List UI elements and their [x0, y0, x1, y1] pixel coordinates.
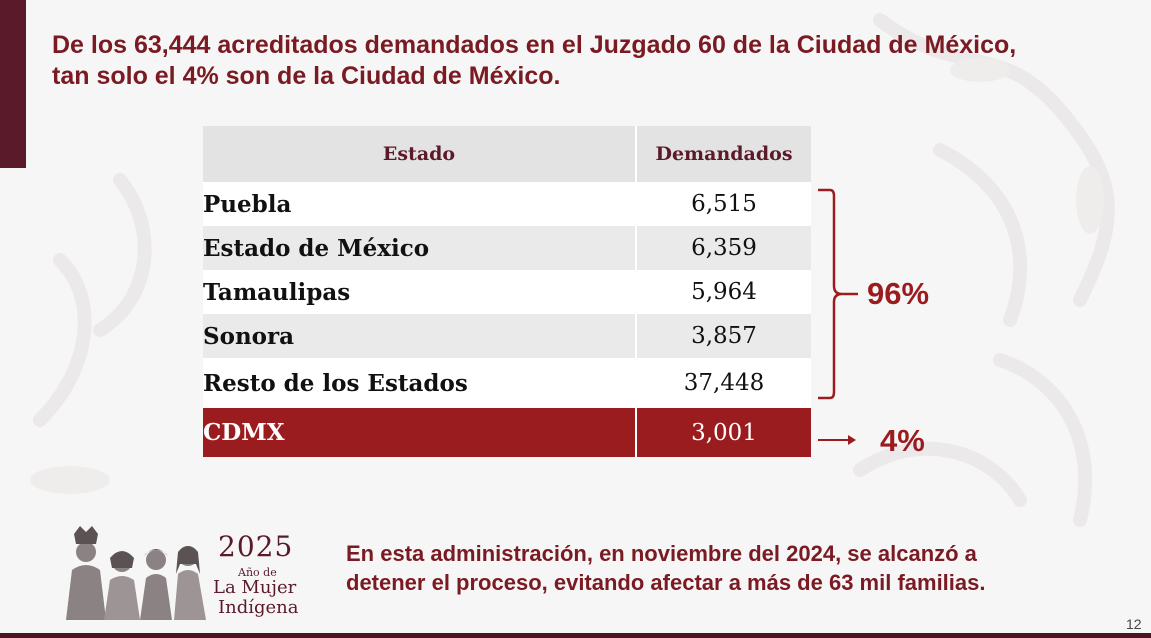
row-state-name: Tamaulipas — [203, 270, 637, 314]
indigenous-women-illustration-icon — [66, 526, 206, 620]
column-header-estado: Estado — [203, 126, 637, 182]
defendants-table: Estado Demandados Puebla 6,515 Estado de… — [203, 126, 811, 457]
table-row-highlight-cdmx: CDMX 3,001 — [203, 408, 811, 457]
group-percentage: 96% — [867, 276, 930, 311]
headline-line-2: tan solo el 4% son de la Ciudad de Méxic… — [52, 62, 561, 90]
table-row: Resto de los Estados 37,448 — [203, 358, 811, 408]
logo-text-indigena: Indígena — [218, 597, 299, 618]
table-row: Puebla 6,515 — [203, 182, 811, 226]
row-state-name: Estado de México — [203, 226, 637, 270]
row-state-name: CDMX — [203, 408, 637, 457]
footer-line-2: detener el proceso, evitando afectar a m… — [346, 570, 986, 595]
row-count: 3,001 — [636, 408, 811, 457]
row-count: 37,448 — [636, 358, 811, 408]
slide-headline: De los 63,444 acreditados demandados en … — [52, 30, 1112, 92]
logo-text-ano-de: Año de — [238, 566, 277, 579]
row-state-name: Sonora — [203, 314, 637, 358]
row-state-name: Puebla — [203, 182, 637, 226]
bottom-rule — [0, 633, 1151, 638]
footer-statement: En esta administración, en noviembre del… — [346, 539, 1106, 597]
table-row: Estado de México 6,359 — [203, 226, 811, 270]
arrow-right-icon — [818, 435, 856, 445]
column-header-demandados: Demandados — [636, 126, 811, 182]
row-count: 3,857 — [636, 314, 811, 358]
table-row: Tamaulipas 5,964 — [203, 270, 811, 314]
footer-line-1: En esta administración, en noviembre del… — [346, 541, 977, 566]
cdmx-percentage: 4% — [880, 423, 925, 458]
table-row: Sonora 3,857 — [203, 314, 811, 358]
logo-year: 2025 — [218, 530, 294, 563]
row-count: 5,964 — [636, 270, 811, 314]
grouping-bracket-icon — [818, 188, 858, 400]
headline-line-1: De los 63,444 acreditados demandados en … — [52, 31, 1017, 59]
row-count: 6,515 — [636, 182, 811, 226]
row-state-name: Resto de los Estados — [203, 358, 637, 408]
slide-page-number: 12 — [1126, 616, 1142, 632]
side-accent-bar — [0, 0, 26, 168]
table-header-row: Estado Demandados — [203, 126, 811, 182]
logo-text-la-mujer: La Mujer — [213, 577, 297, 598]
row-count: 6,359 — [636, 226, 811, 270]
anio-mujer-indigena-logo: 2025 Año de La Mujer Indígena — [60, 520, 305, 620]
